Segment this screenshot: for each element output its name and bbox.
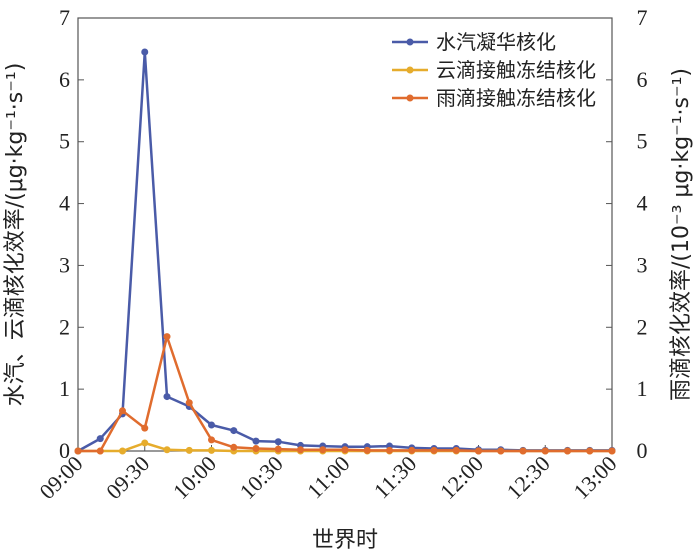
data-point xyxy=(230,443,238,451)
data-point xyxy=(74,447,82,455)
legend-swatch-marker xyxy=(406,66,414,74)
legend-label: 云滴接触冻结核化 xyxy=(436,58,596,82)
data-point xyxy=(185,446,193,454)
legend-swatch-marker xyxy=(406,38,414,46)
y-left-tick-label: 4 xyxy=(59,191,70,216)
x-tick-label: 09:00 xyxy=(34,451,87,504)
series-line xyxy=(78,335,612,453)
data-point xyxy=(452,446,460,454)
data-point xyxy=(497,447,505,455)
data-point xyxy=(96,435,104,443)
y-left-tick-label: 1 xyxy=(59,376,70,401)
y-left-axis-title: 水汽、云滴核化效率/(μg·kg⁻¹·s⁻¹) xyxy=(3,63,28,407)
data-point xyxy=(430,446,438,454)
y-right-tick-label: 2 xyxy=(637,314,648,339)
y-left-tick-label: 7 xyxy=(59,5,70,30)
legend-label: 雨滴接触冻结核化 xyxy=(436,86,596,110)
data-point xyxy=(208,421,215,429)
data-point xyxy=(274,438,282,446)
y-right-tick-label: 0 xyxy=(637,438,648,463)
y-right-tick-label: 4 xyxy=(637,191,648,216)
series-layer xyxy=(74,48,616,455)
data-point xyxy=(363,446,371,454)
data-point xyxy=(163,333,171,341)
data-point xyxy=(163,393,171,401)
data-point xyxy=(519,447,527,455)
data-point xyxy=(541,447,549,455)
data-point xyxy=(475,447,482,455)
data-point xyxy=(408,446,416,454)
data-point xyxy=(274,445,282,453)
legend-label: 水汽凝华核化 xyxy=(436,30,556,54)
data-point xyxy=(96,447,104,455)
y-left-tick-label: 0 xyxy=(59,438,70,463)
x-tick-label: 11:00 xyxy=(302,451,355,504)
axis-labels: 世界时 水汽、云滴核化效率/(μg·kg⁻¹·s⁻¹) 雨滴核化效率/(10⁻³ μ… xyxy=(3,63,694,553)
data-point xyxy=(141,48,149,56)
y-right-tick-label: 1 xyxy=(637,376,648,401)
data-point xyxy=(319,446,327,454)
series-line xyxy=(77,50,612,453)
x-tick-label: 10:30 xyxy=(235,451,288,504)
series-3 xyxy=(74,333,616,455)
legend-item-3: 雨滴接触冻结核化 xyxy=(392,86,596,110)
data-point xyxy=(386,446,393,454)
data-point xyxy=(163,446,171,454)
y-right-tick-label: 6 xyxy=(637,67,648,92)
data-point xyxy=(252,445,260,453)
plot-frame xyxy=(77,17,613,452)
x-tick-label: 13:00 xyxy=(568,451,621,504)
x-axis-title: 世界时 xyxy=(312,528,378,553)
data-point xyxy=(230,427,238,435)
data-point xyxy=(586,447,594,455)
data-point xyxy=(252,437,260,445)
legend-item-1: 水汽凝华核化 xyxy=(392,30,556,54)
x-tick-label: 10:00 xyxy=(168,451,221,504)
legend-swatch-marker xyxy=(406,94,414,102)
x-tick-label: 11:30 xyxy=(369,451,422,504)
data-point xyxy=(141,424,149,432)
y-left-tick-label: 6 xyxy=(59,67,70,92)
y-right-axis-title: 雨滴核化效率/(10⁻³ μg·kg⁻¹·s⁻¹) xyxy=(669,68,694,401)
data-point xyxy=(119,447,126,455)
y-left-tick-label: 3 xyxy=(59,252,70,277)
data-point xyxy=(208,446,215,454)
y-right-tick-label: 3 xyxy=(637,252,648,277)
data-point xyxy=(119,407,126,415)
data-point xyxy=(141,439,149,447)
data-point xyxy=(608,447,616,455)
data-point xyxy=(208,436,215,444)
y-left-tick-label: 2 xyxy=(59,314,70,339)
y-right-tick-label: 7 xyxy=(637,5,648,30)
y-left-tick-label: 5 xyxy=(59,129,70,154)
x-tick-label: 09:30 xyxy=(101,451,154,504)
data-point xyxy=(341,446,349,454)
x-tick-label: 12:00 xyxy=(435,451,488,504)
data-point xyxy=(185,399,193,407)
legend-item-2: 云滴接触冻结核化 xyxy=(392,58,596,82)
data-point xyxy=(564,447,571,455)
x-tick-label: 12:30 xyxy=(502,451,555,504)
data-point xyxy=(297,446,304,454)
y-right-tick-label: 5 xyxy=(637,129,648,154)
